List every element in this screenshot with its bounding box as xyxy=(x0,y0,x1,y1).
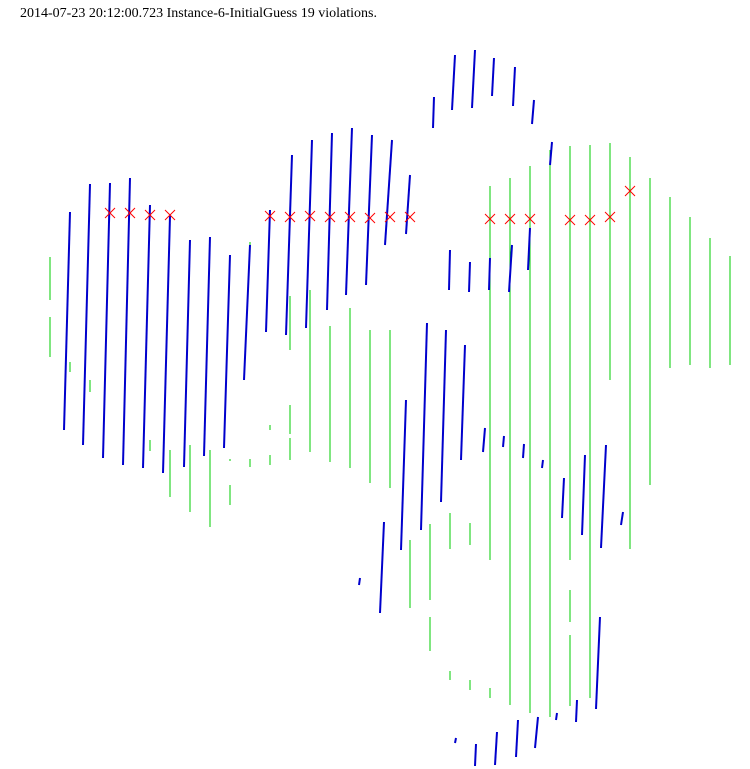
blue-segment xyxy=(451,54,456,111)
blue-segment xyxy=(508,244,513,293)
blue-segment xyxy=(243,244,251,381)
blue-segment xyxy=(365,134,373,286)
blue-segment xyxy=(512,66,516,107)
violation-markers-layer xyxy=(104,185,636,226)
blue-segment xyxy=(142,204,151,469)
blue-segment xyxy=(575,699,578,723)
blue-segment xyxy=(203,236,211,457)
blue-segment xyxy=(440,329,447,503)
violation-marker xyxy=(304,210,316,222)
blue-segment xyxy=(454,737,457,744)
violation-marker xyxy=(624,185,636,197)
blue-segment xyxy=(491,57,495,97)
blue-segment xyxy=(384,139,393,246)
violation-marker xyxy=(104,207,116,219)
blue-segment xyxy=(522,443,525,459)
blue-segment xyxy=(63,211,71,431)
blue-segments-layer xyxy=(63,49,624,767)
blue-segment xyxy=(82,183,91,446)
blue-segment xyxy=(265,209,271,333)
blue-segment xyxy=(541,459,544,469)
blue-segment xyxy=(223,254,231,449)
blue-segment xyxy=(531,99,535,125)
blue-segment xyxy=(515,719,519,758)
blue-segment xyxy=(460,344,466,461)
blue-segment xyxy=(600,444,607,549)
violation-marker xyxy=(144,209,156,221)
violation-marker xyxy=(364,212,376,224)
blue-segment xyxy=(358,577,361,586)
blue-segment xyxy=(561,477,565,519)
blue-segment xyxy=(405,174,411,235)
blue-segment xyxy=(122,177,131,466)
blue-segment xyxy=(468,261,471,293)
blue-segment xyxy=(379,521,385,614)
blue-segment xyxy=(471,49,476,109)
blue-segment xyxy=(432,96,435,129)
violation-marker xyxy=(604,211,616,223)
violation-marker xyxy=(384,211,396,223)
violation-marker xyxy=(564,214,576,226)
violation-marker xyxy=(504,213,516,225)
violation-marker xyxy=(524,213,536,225)
blue-segment xyxy=(595,616,601,710)
violation-marker xyxy=(344,211,356,223)
violation-marker xyxy=(164,209,176,221)
violation-marker xyxy=(584,214,596,226)
blue-segment xyxy=(581,454,586,536)
blue-segment xyxy=(420,322,428,531)
blue-segment xyxy=(502,435,505,448)
blue-segment xyxy=(488,257,491,291)
blue-segment xyxy=(305,139,313,329)
blue-segment xyxy=(400,399,407,551)
blue-segment xyxy=(162,215,171,474)
green-segments-layer xyxy=(49,143,731,717)
blue-segment xyxy=(482,427,486,453)
violation-marker xyxy=(484,213,496,225)
violation-marker xyxy=(284,211,296,223)
violation-marker xyxy=(324,211,336,223)
blue-segment xyxy=(494,731,498,766)
violation-marker xyxy=(404,211,416,223)
blue-segment xyxy=(326,132,333,311)
blue-segment xyxy=(448,249,451,291)
blue-segment xyxy=(474,743,477,767)
blue-segment xyxy=(534,716,539,749)
blue-segment xyxy=(549,141,553,166)
violation-marker xyxy=(264,210,276,222)
page-title: 2014-07-23 20:12:00.723 Instance-6-Initi… xyxy=(20,6,377,21)
blue-segment xyxy=(527,227,531,271)
violation-marker xyxy=(124,207,136,219)
blue-segment xyxy=(102,182,111,459)
blue-segment xyxy=(285,154,293,336)
blue-segment xyxy=(183,239,191,468)
blue-segment xyxy=(555,712,558,721)
blue-segment xyxy=(345,127,353,296)
blue-segment xyxy=(620,511,624,526)
